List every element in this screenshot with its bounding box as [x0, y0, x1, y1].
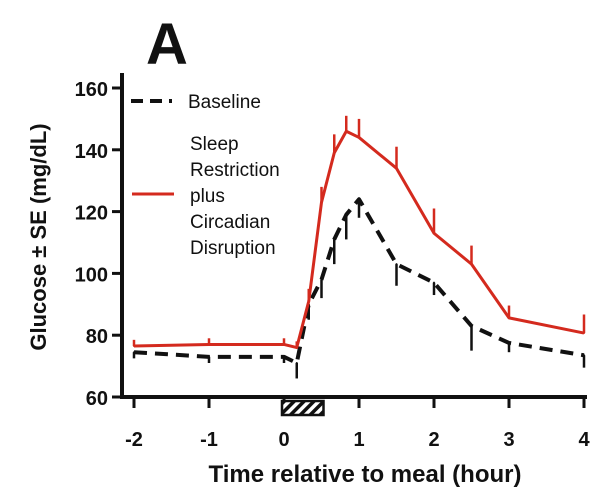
legend-label-srcd-1: Sleep [190, 134, 239, 155]
data-point [508, 316, 510, 319]
x-tick-label: 0 [278, 429, 289, 451]
y-tick-label: 60 [86, 388, 108, 410]
data-point [470, 263, 473, 266]
data-point [133, 351, 135, 354]
data-point [295, 362, 298, 365]
data-point [307, 300, 310, 303]
data-point [345, 130, 348, 133]
data-point [508, 341, 510, 344]
data-point [358, 198, 360, 201]
data-point [333, 238, 336, 241]
data-point [583, 332, 585, 335]
data-point [320, 278, 323, 281]
y-tick-label: 140 [75, 141, 108, 163]
legend-label-baseline: Baseline [188, 92, 261, 113]
y-tick-label: 120 [75, 203, 108, 225]
x-axis-label: Time relative to meal (hour) [209, 461, 522, 488]
data-point [283, 343, 285, 346]
data-point [133, 345, 135, 348]
data-point [395, 167, 398, 170]
data-point [358, 136, 360, 139]
x-tick-label: 1 [353, 429, 364, 451]
legend: Baseline Sleep Restriction plus Circadia… [131, 92, 280, 259]
meal-marker [280, 399, 325, 417]
data-point [395, 263, 398, 266]
data-point [333, 151, 336, 154]
x-tick-label: -2 [125, 429, 143, 451]
data-point [208, 355, 210, 358]
data-point [433, 232, 435, 235]
legend-label-srcd-2: Restriction [190, 160, 280, 181]
panel-label: A [146, 12, 188, 77]
data-point [283, 355, 285, 358]
data-point [433, 281, 435, 284]
data-point [470, 324, 473, 327]
y-axis-label: Glucose ± SE (mg/dL) [26, 123, 51, 350]
y-tick-label: 100 [75, 264, 108, 286]
series-line-1 [133, 129, 585, 350]
legend-label-srcd-3: plus [190, 186, 225, 207]
series-line-0 [133, 197, 585, 366]
x-tick-label: -1 [200, 429, 218, 451]
data-point [345, 213, 348, 216]
legend-label-srcd-5: Disruption [190, 238, 276, 259]
data-point [320, 201, 323, 204]
y-tick-label: 160 [75, 79, 108, 101]
data-point [295, 346, 298, 349]
x-tick-label: 3 [503, 429, 514, 451]
y-tick-label: 80 [86, 326, 108, 348]
x-tick-label: 4 [578, 429, 590, 451]
data-point [208, 343, 210, 346]
legend-label-srcd-4: Circadian [190, 212, 270, 233]
x-tick-label: 2 [428, 429, 439, 451]
data-point [583, 354, 585, 357]
